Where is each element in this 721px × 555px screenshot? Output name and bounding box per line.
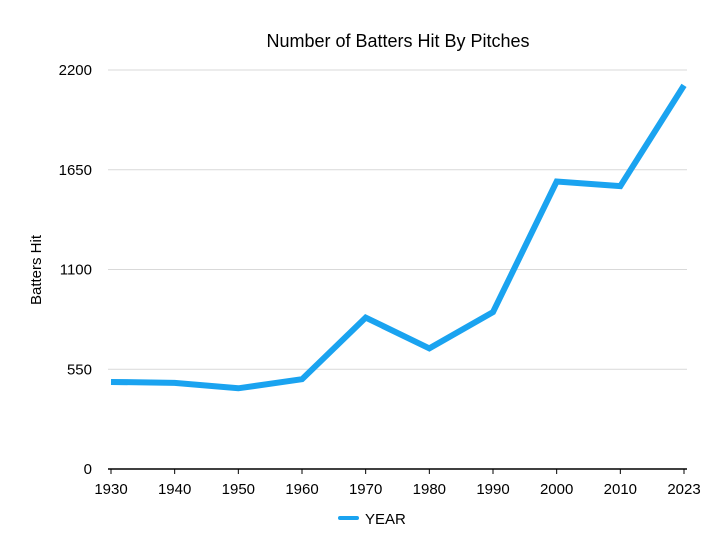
x-tick-label: 1990: [476, 481, 509, 498]
x-tick-label: 2010: [604, 481, 637, 498]
series-line-0[interactable]: [110, 83, 687, 392]
chart-title: Number of Batters Hit By Pitches: [266, 31, 529, 51]
x-tick-label: 2000: [540, 481, 573, 498]
y-tick-label: 0: [84, 461, 92, 478]
x-tick-label: 1960: [285, 481, 318, 498]
grid-lines: [108, 69, 687, 370]
x-tick-label: 1940: [158, 481, 191, 498]
y-axis-label: Batters Hit: [28, 234, 45, 305]
x-axis-ticks: 1930 1940 1950 1960 1970 1980 1990 2000 2010 2023: [94, 469, 701, 498]
legend[interactable]: YEAR: [338, 511, 406, 528]
x-tick-label: 1930: [94, 481, 127, 498]
x-tick-label: 1980: [413, 481, 446, 498]
y-tick-label: 550: [67, 361, 92, 378]
y-tick-label: 2200: [59, 62, 92, 79]
x-tick-label: 1950: [222, 481, 255, 498]
y-axis-ticks: 0 550 1100 1650 2200: [59, 62, 92, 478]
y-tick-label: 1100: [60, 262, 92, 279]
y-tick-label: 1650: [59, 162, 92, 179]
x-tick-label: 1970: [349, 481, 382, 498]
x-tick-label: 2023: [667, 481, 700, 498]
series-layer: [110, 83, 687, 392]
legend-label: YEAR: [365, 511, 406, 528]
